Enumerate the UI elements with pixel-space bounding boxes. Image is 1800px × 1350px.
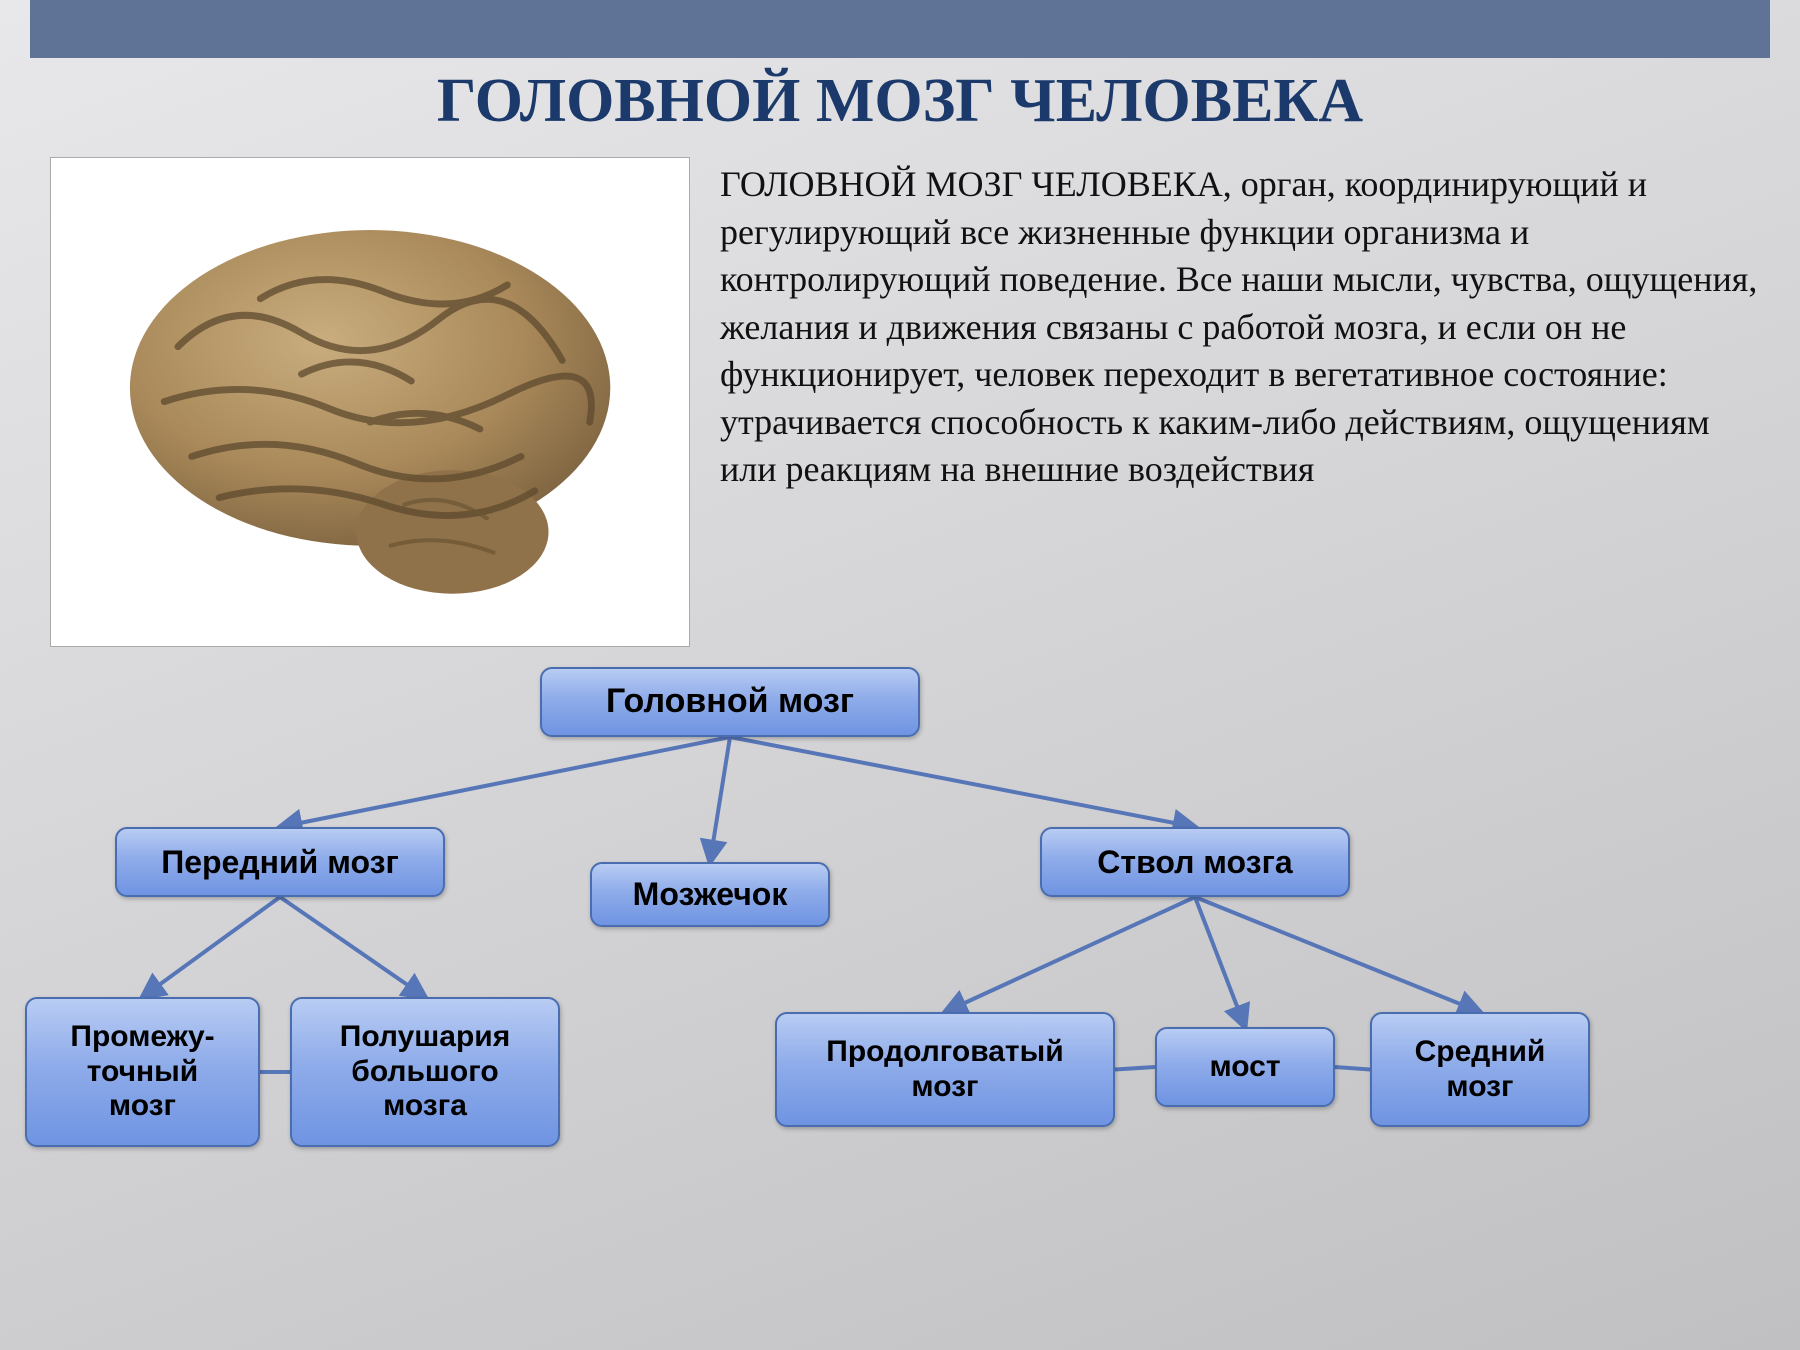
- tree-node-pons: мост: [1155, 1027, 1335, 1107]
- tree-node-root: Головной мозг: [540, 667, 920, 737]
- page-title: ГОЛОВНОЙ МОЗГ ЧЕЛОВЕКА: [0, 66, 1800, 137]
- tree-node-medu: Продолговатый мозг: [775, 1012, 1115, 1127]
- tree-node-mid: Средний мозг: [1370, 1012, 1590, 1127]
- upper-section: ГОЛОВНОЙ МОЗГ ЧЕЛОВЕКА, орган, координир…: [0, 137, 1800, 657]
- tree-node-cereb: Мозжечок: [590, 862, 830, 927]
- description-text: ГОЛОВНОЙ МОЗГ ЧЕЛОВЕКА, орган, координир…: [720, 157, 1760, 647]
- tree-edges: [0, 657, 1800, 1237]
- tree-node-dien: Промежу- точный мозг: [25, 997, 260, 1147]
- tree-node-stem: Ствол мозга: [1040, 827, 1350, 897]
- brain-icon: [83, 182, 657, 621]
- brain-image-placeholder: [50, 157, 690, 647]
- top-accent-bar: [30, 0, 1770, 58]
- tree-node-hemi: Полушария большого мозга: [290, 997, 560, 1147]
- hierarchy-tree: Головной мозг Передний мозг Мозжечок Ствол …: [0, 657, 1800, 1237]
- tree-node-front: Передний мозг: [115, 827, 445, 897]
